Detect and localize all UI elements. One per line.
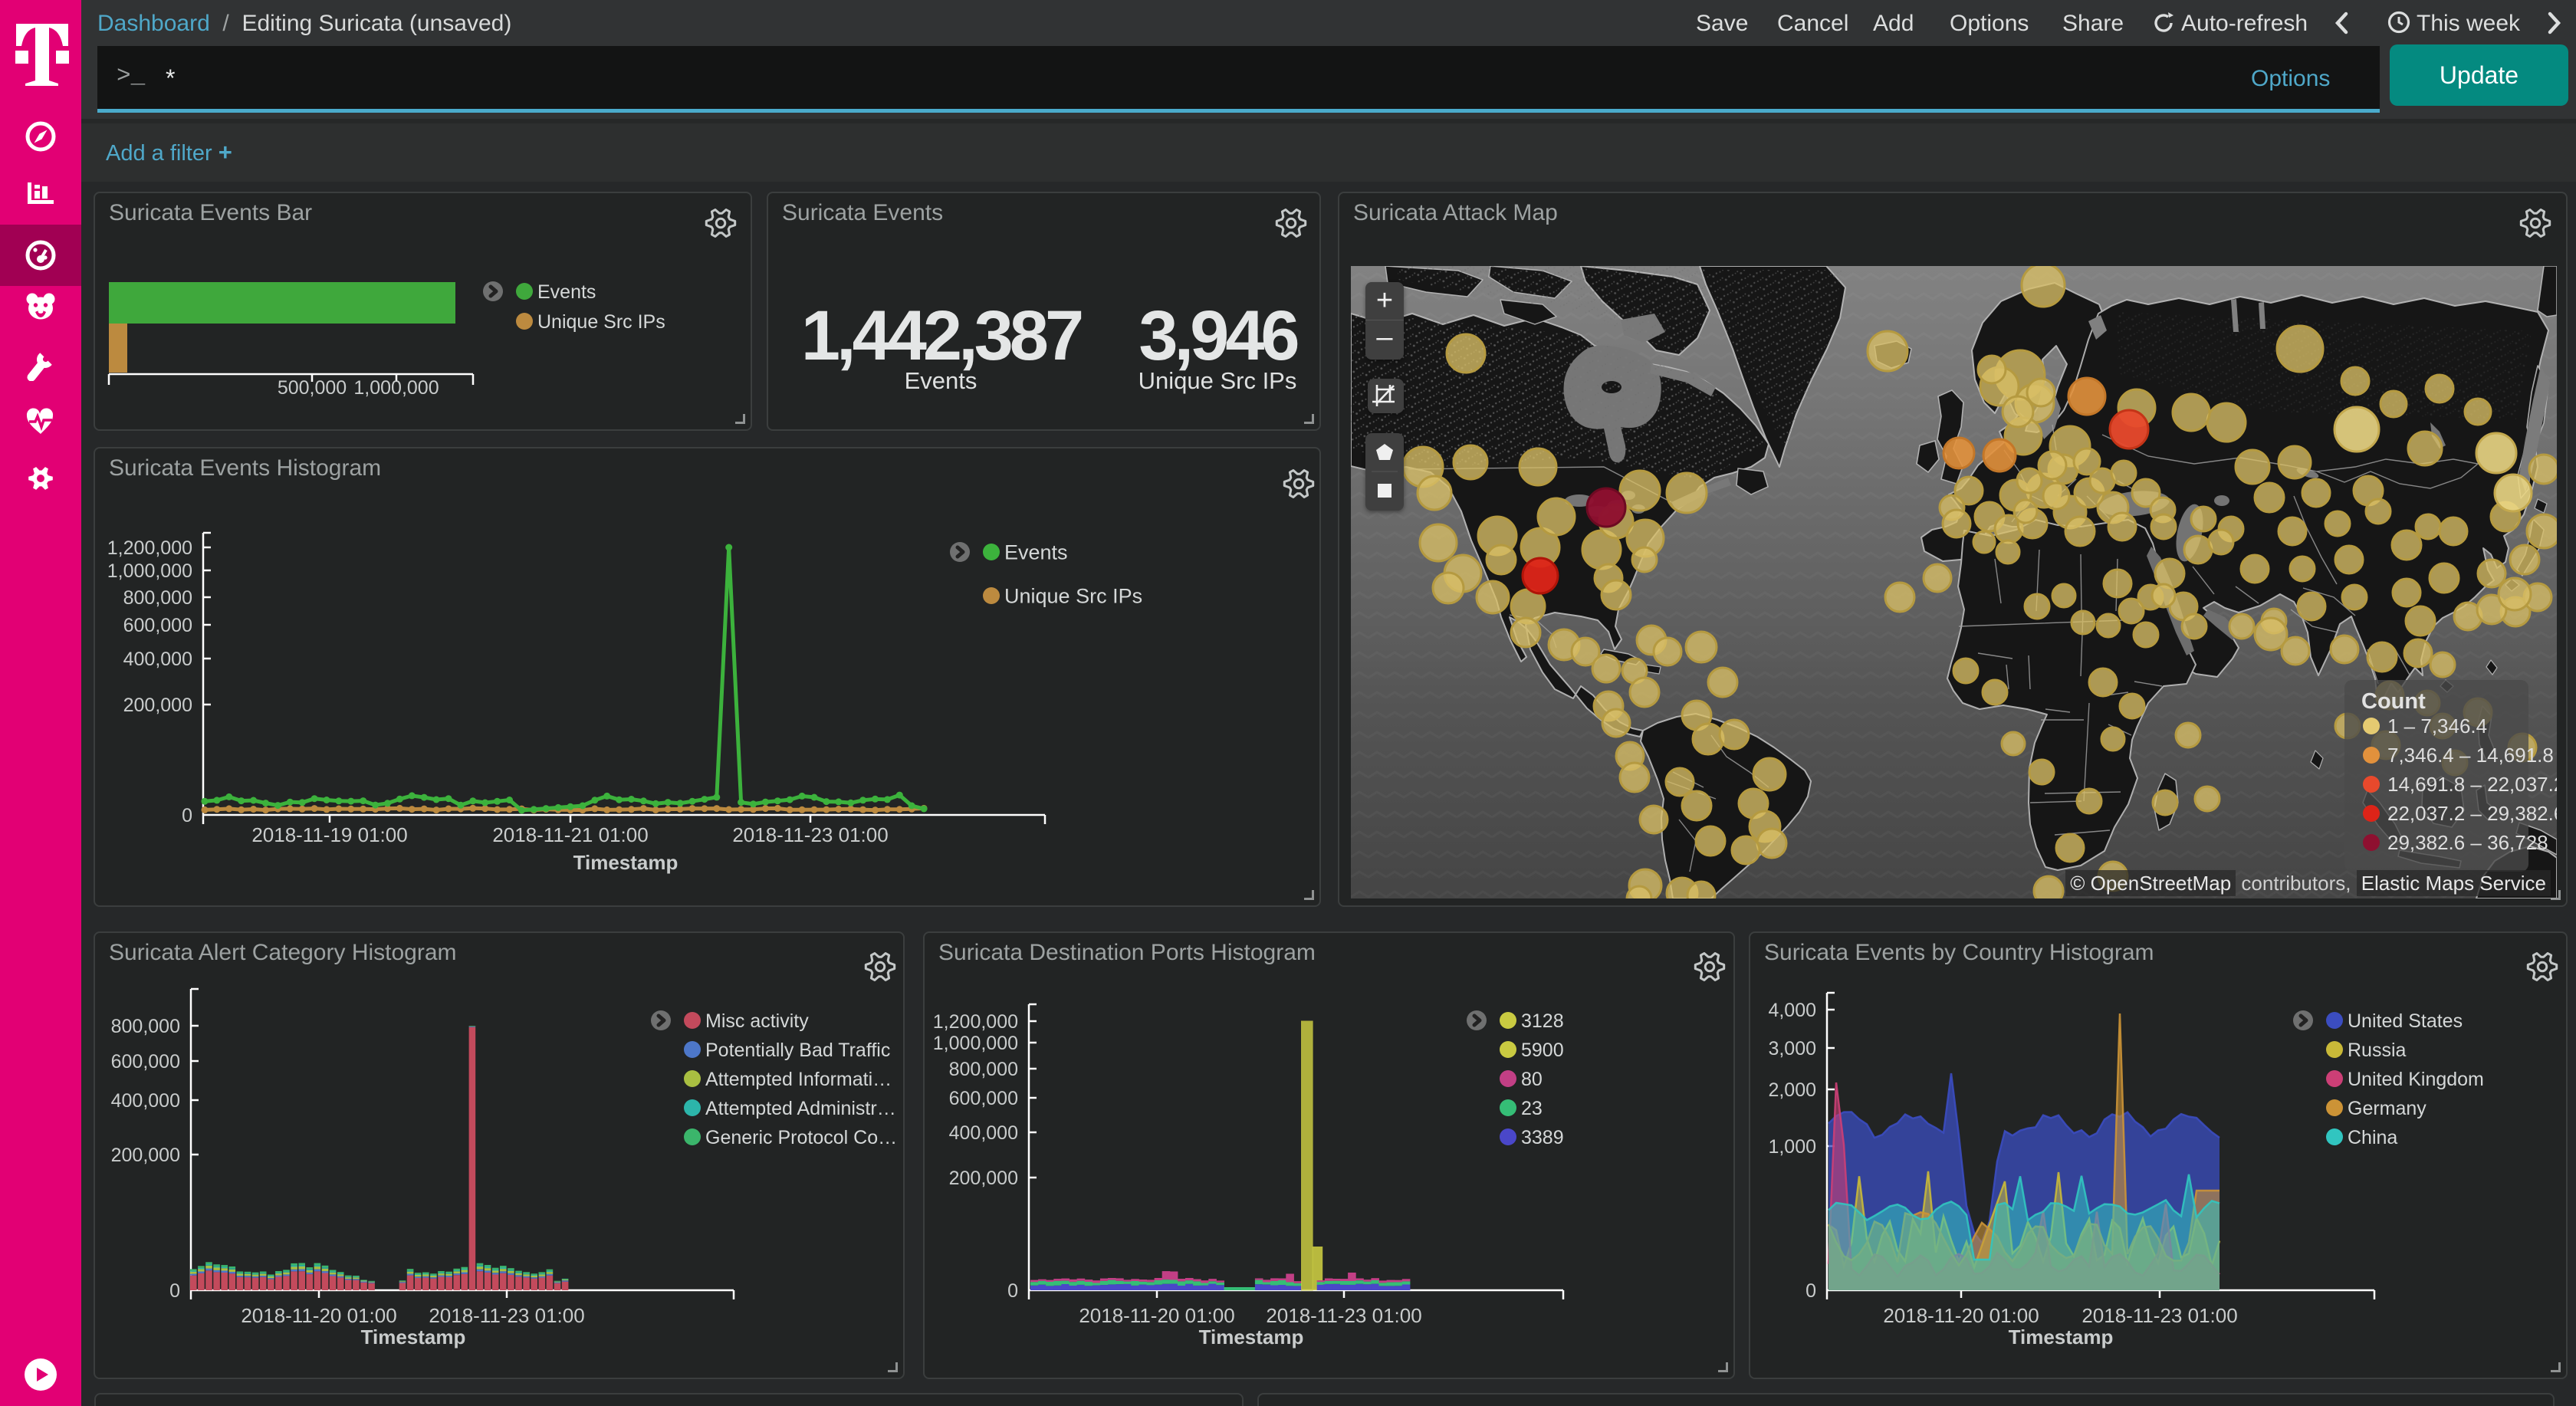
svg-text:Unique Src IPs: Unique Src IPs (1004, 584, 1142, 607)
svg-text:5900: 5900 (1521, 1040, 1564, 1061)
svg-text:80: 80 (1521, 1069, 1543, 1090)
svg-text:Timestamp: Timestamp (1199, 1326, 1304, 1349)
svg-text:0: 0 (169, 1280, 180, 1302)
svg-text:400,000: 400,000 (111, 1090, 180, 1112)
svg-text:1,000,000: 1,000,000 (107, 560, 192, 582)
svg-text:1,200,000: 1,200,000 (933, 1011, 1018, 1033)
svg-text:2,000: 2,000 (1768, 1079, 1816, 1101)
svg-text:200,000: 200,000 (123, 695, 192, 716)
svg-text:500,000: 500,000 (278, 377, 347, 399)
svg-text:600,000: 600,000 (949, 1088, 1018, 1109)
svg-text:1,200,000: 1,200,000 (107, 537, 192, 559)
svg-text:800,000: 800,000 (111, 1016, 180, 1037)
svg-text:Attempted Administr…: Attempted Administr… (705, 1098, 896, 1119)
svg-text:Potentially Bad Traffic: Potentially Bad Traffic (705, 1040, 890, 1061)
svg-text:2018-11-19 01:00: 2018-11-19 01:00 (251, 823, 407, 846)
svg-text:Timestamp: Timestamp (2009, 1326, 2114, 1349)
svg-text:3389: 3389 (1521, 1127, 1564, 1148)
svg-text:Attempted Informati…: Attempted Informati… (705, 1069, 892, 1090)
svg-text:4,000: 4,000 (1768, 1000, 1816, 1021)
svg-text:1,000,000: 1,000,000 (933, 1033, 1018, 1054)
svg-text:2018-11-20 01:00: 2018-11-20 01:00 (241, 1304, 396, 1327)
svg-text:600,000: 600,000 (111, 1051, 180, 1073)
svg-text:23: 23 (1521, 1098, 1543, 1119)
svg-text:2018-11-23 01:00: 2018-11-23 01:00 (732, 823, 888, 846)
svg-text:United States: United States (2348, 1010, 2463, 1032)
svg-text:2018-11-20 01:00: 2018-11-20 01:00 (1883, 1304, 2039, 1327)
svg-text:1,000,000: 1,000,000 (353, 377, 439, 399)
svg-text:2018-11-23 01:00: 2018-11-23 01:00 (2082, 1304, 2237, 1327)
svg-text:Germany: Germany (2348, 1098, 2426, 1119)
svg-text:2018-11-20 01:00: 2018-11-20 01:00 (1079, 1304, 1234, 1327)
svg-text:0: 0 (1007, 1280, 1018, 1302)
svg-text:Unique Src IPs: Unique Src IPs (537, 311, 665, 333)
svg-text:0: 0 (1806, 1280, 1816, 1302)
svg-text:Russia: Russia (2348, 1040, 2407, 1061)
svg-text:200,000: 200,000 (111, 1145, 180, 1166)
svg-text:400,000: 400,000 (123, 649, 192, 670)
svg-text:Events: Events (1004, 540, 1068, 563)
svg-text:200,000: 200,000 (949, 1168, 1018, 1189)
svg-text:Timestamp: Timestamp (573, 851, 678, 874)
svg-text:3128: 3128 (1521, 1010, 1564, 1032)
svg-text:800,000: 800,000 (949, 1059, 1018, 1080)
svg-text:United Kingdom: United Kingdom (2348, 1069, 2484, 1090)
svg-text:1,000: 1,000 (1768, 1136, 1816, 1158)
svg-text:China: China (2348, 1127, 2397, 1148)
svg-text:0: 0 (182, 805, 192, 826)
svg-text:Timestamp: Timestamp (361, 1326, 466, 1349)
svg-text:800,000: 800,000 (123, 587, 192, 609)
svg-text:Generic Protocol Co…: Generic Protocol Co… (705, 1127, 897, 1148)
svg-text:2018-11-23 01:00: 2018-11-23 01:00 (1266, 1304, 1421, 1327)
svg-text:2018-11-23 01:00: 2018-11-23 01:00 (429, 1304, 584, 1327)
svg-text:3,000: 3,000 (1768, 1038, 1816, 1059)
svg-text:Events: Events (537, 281, 596, 303)
svg-text:600,000: 600,000 (123, 615, 192, 636)
svg-text:400,000: 400,000 (949, 1122, 1018, 1144)
svg-text:2018-11-21 01:00: 2018-11-21 01:00 (492, 823, 648, 846)
svg-text:Misc activity: Misc activity (705, 1010, 809, 1032)
